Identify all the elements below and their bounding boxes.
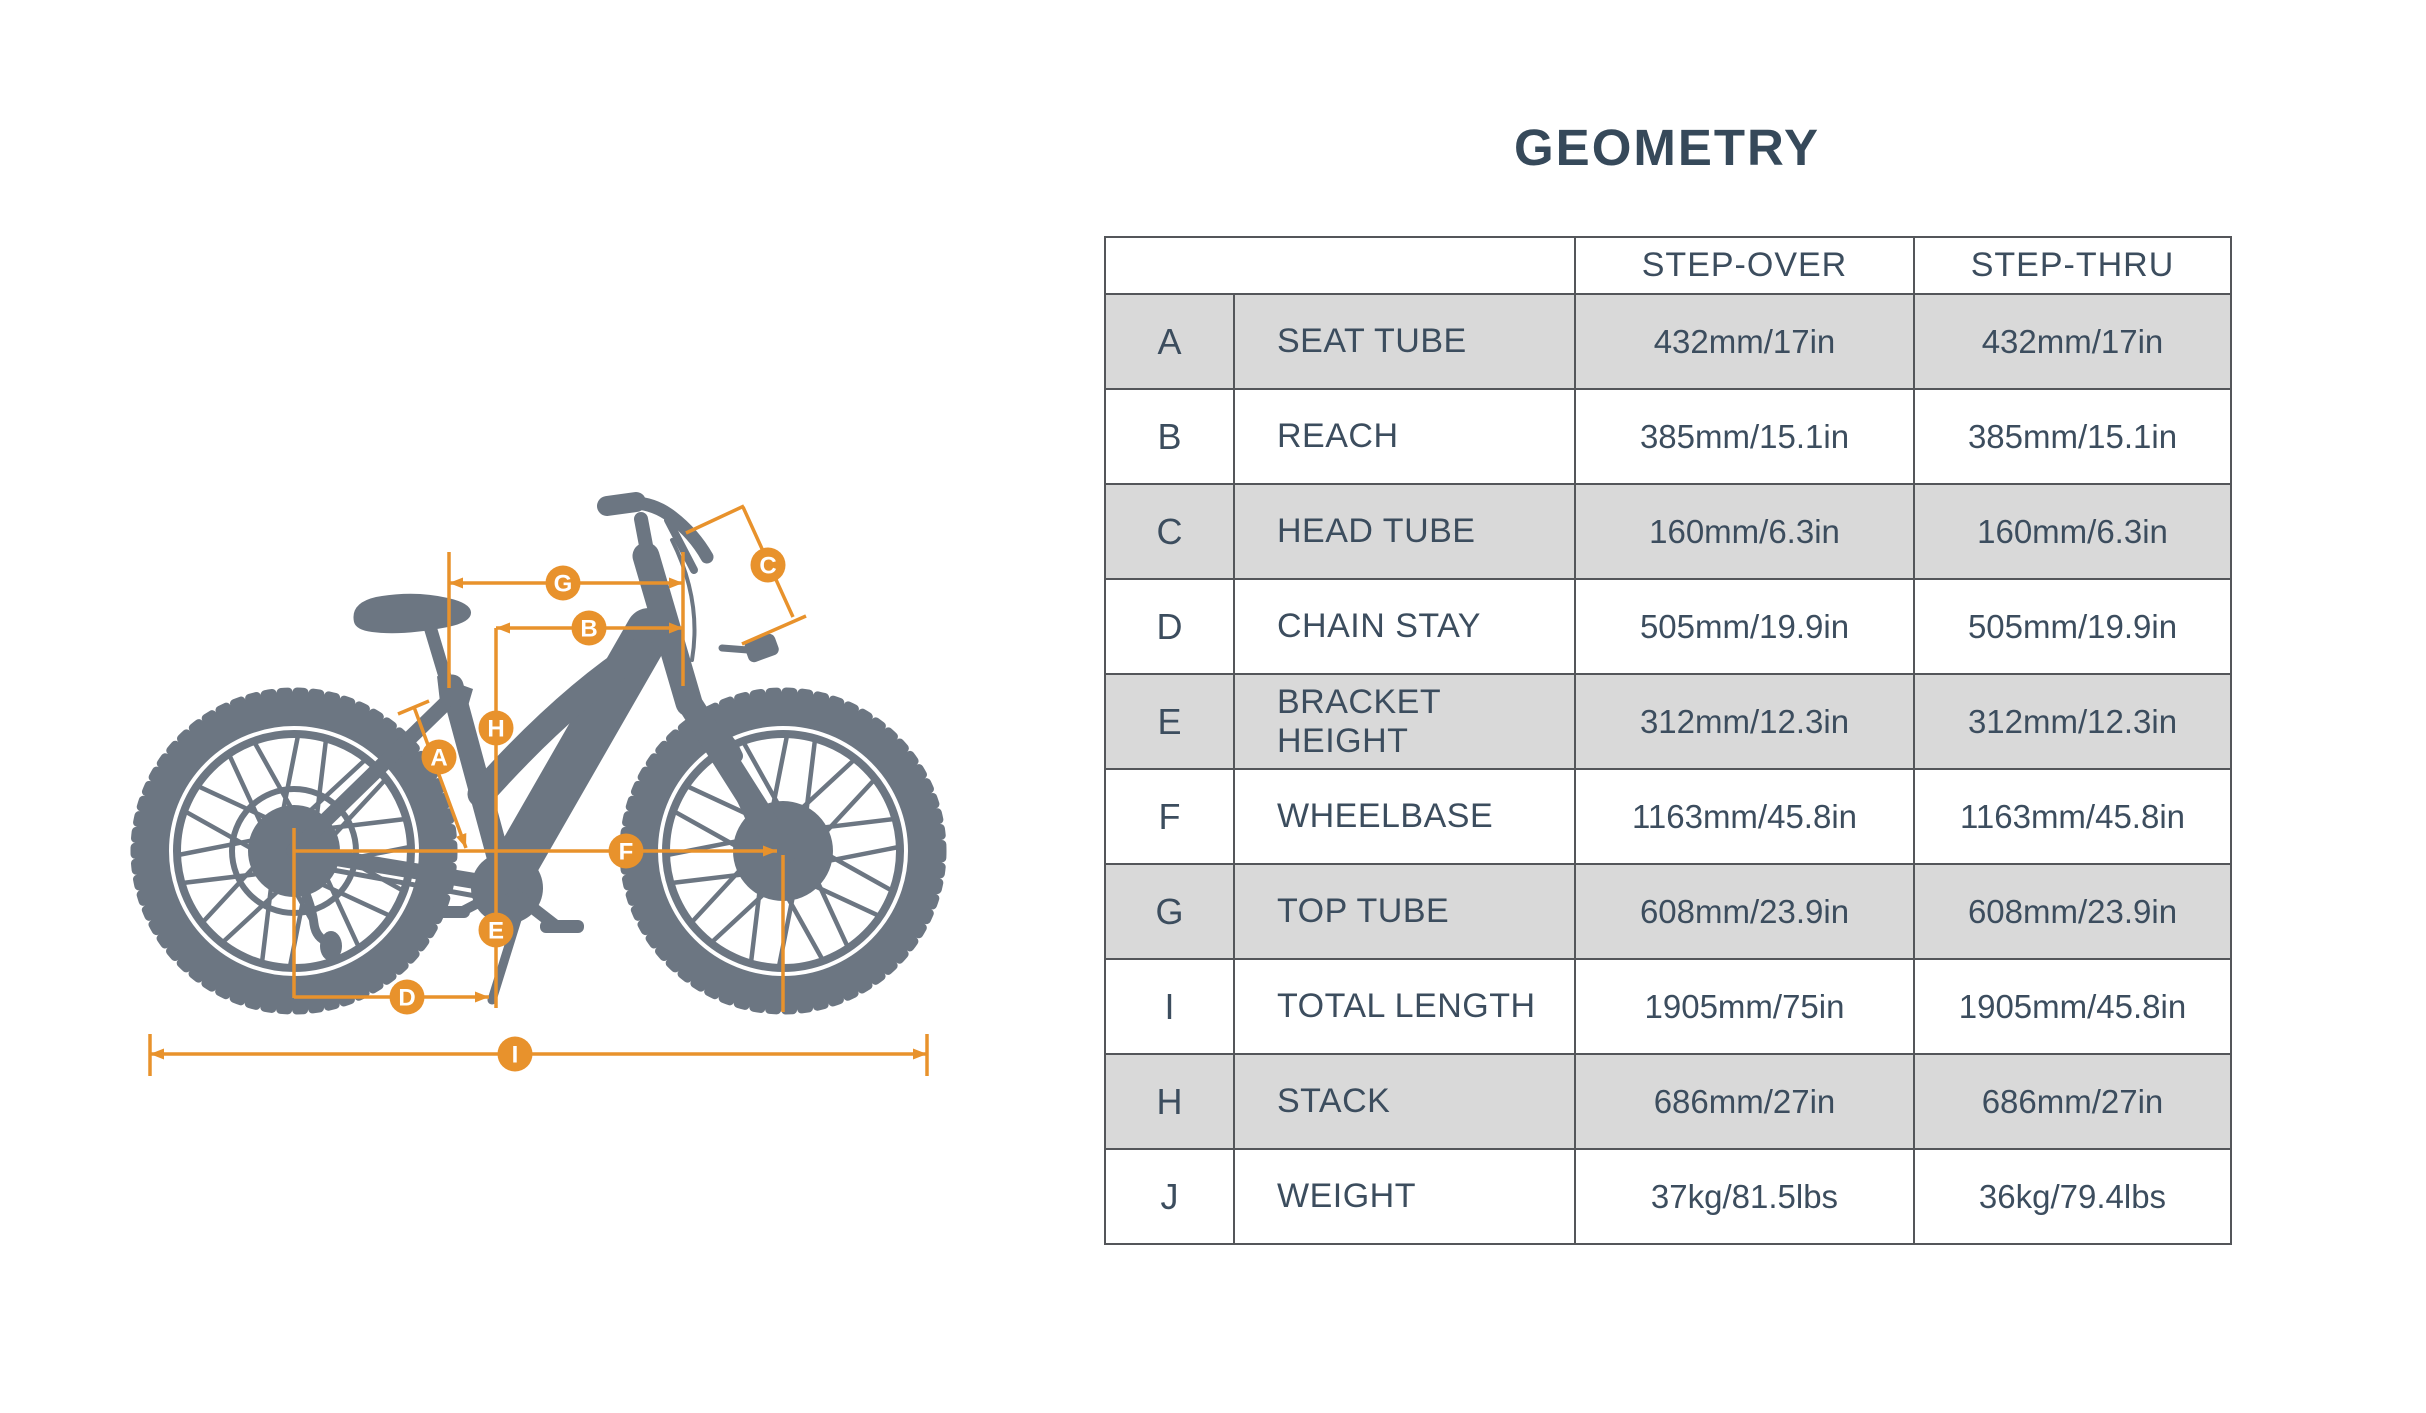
row-label: STACK — [1233, 1053, 1576, 1150]
row-label: TOTAL LENGTH — [1233, 958, 1576, 1055]
row-letter: A — [1104, 293, 1235, 390]
row-letter: E — [1104, 673, 1235, 770]
svg-text:E: E — [488, 918, 504, 945]
marker-G: G — [545, 565, 581, 601]
row-label: CHAIN STAY — [1233, 578, 1576, 675]
row-letter: C — [1104, 483, 1235, 580]
row-step-thru-value: 432mm/17in — [1913, 293, 2232, 390]
table-row-top-tube: G TOP TUBE 608mm/23.9in 608mm/23.9in — [1104, 863, 2232, 960]
header-step-thru: STEP-THRU — [1913, 236, 2232, 295]
table-header-row: STEP-OVER STEP-THRU — [1104, 236, 2232, 295]
table-row-bracket-height: E BRACKET HEIGHT 312mm/12.3in 312mm/12.3… — [1104, 673, 2232, 770]
bike-silhouette — [135, 492, 942, 1010]
marker-I: I — [497, 1036, 533, 1072]
table-row-total-length: I TOTAL LENGTH 1905mm/75in 1905mm/45.8in — [1104, 958, 2232, 1055]
header-measure — [1104, 236, 1576, 295]
row-step-over-value: 312mm/12.3in — [1574, 673, 1915, 770]
row-step-thru-value: 1163mm/45.8in — [1913, 768, 2232, 865]
dim-C-tick-top — [685, 504, 745, 535]
row-step-over-value: 608mm/23.9in — [1574, 863, 1915, 960]
row-label: WEIGHT — [1233, 1148, 1576, 1245]
row-letter: H — [1104, 1053, 1235, 1150]
row-label: HEAD TUBE — [1233, 483, 1576, 580]
table-row-reach: B REACH 385mm/15.1in 385mm/15.1in — [1104, 388, 2232, 485]
row-step-over-value: 505mm/19.9in — [1574, 578, 1915, 675]
marker-B: B — [571, 610, 607, 646]
row-label: SEAT TUBE — [1233, 293, 1576, 390]
svg-text:H: H — [487, 716, 504, 743]
row-step-over-value: 432mm/17in — [1574, 293, 1915, 390]
pedal-rear — [430, 906, 470, 918]
header-step-over: STEP-OVER — [1574, 236, 1915, 295]
row-step-thru-value: 505mm/19.9in — [1913, 578, 2232, 675]
fork-arch — [693, 715, 743, 763]
row-step-over-value: 1905mm/75in — [1574, 958, 1915, 1055]
row-label: REACH — [1233, 388, 1576, 485]
chain — [297, 861, 495, 902]
dimension-markers: G B C A H E D F — [389, 547, 786, 1072]
table-row-stack: H STACK 686mm/27in 686mm/27in — [1104, 1053, 2232, 1150]
row-step-over-value: 37kg/81.5lbs — [1574, 1148, 1915, 1245]
svg-text:A: A — [430, 745, 447, 772]
marker-H: H — [478, 710, 514, 746]
brake-lever — [664, 516, 698, 574]
marker-F: F — [608, 833, 644, 869]
row-step-over-value: 385mm/15.1in — [1574, 388, 1915, 485]
svg-text:D: D — [398, 985, 415, 1012]
table-row-head-tube: C HEAD TUBE 160mm/6.3in 160mm/6.3in — [1104, 483, 2232, 580]
svg-text:B: B — [580, 616, 597, 643]
row-letter: J — [1104, 1148, 1235, 1245]
table-row-weight: J WEIGHT 37kg/81.5lbs 36kg/79.4lbs — [1104, 1148, 2232, 1245]
row-label: BRACKET HEIGHT — [1233, 673, 1576, 770]
row-letter: G — [1104, 863, 1235, 960]
table-row-chain-stay: D CHAIN STAY 505mm/19.9in 505mm/19.9in — [1104, 578, 2232, 675]
row-step-thru-value: 1905mm/45.8in — [1913, 958, 2232, 1055]
pedal-front — [540, 920, 584, 933]
stem — [634, 512, 655, 563]
handlebar-grip — [597, 492, 646, 516]
brake-cable — [670, 538, 697, 662]
row-step-thru-value: 608mm/23.9in — [1913, 863, 2232, 960]
marker-E: E — [478, 912, 514, 948]
row-step-thru-value: 686mm/27in — [1913, 1053, 2232, 1150]
seat-post — [421, 613, 456, 697]
chain-stay-tube — [286, 843, 513, 894]
marker-A: A — [421, 739, 457, 775]
seat-stay-tube — [286, 692, 457, 859]
row-letter: B — [1104, 388, 1235, 485]
table-row-seat-tube: A SEAT TUBE 432mm/17in 432mm/17in — [1104, 293, 2232, 390]
svg-text:G: G — [554, 571, 573, 598]
svg-text:C: C — [759, 553, 776, 580]
headlight-bracket — [718, 644, 752, 654]
crank-arm — [501, 882, 562, 932]
table-row-wheelbase: F WHEELBASE 1163mm/45.8in 1163mm/45.8in — [1104, 768, 2232, 865]
dim-C-tick-bottom — [741, 614, 807, 646]
step-thru-top-tube — [467, 637, 655, 808]
row-letter: I — [1104, 958, 1235, 1055]
row-step-over-value: 160mm/6.3in — [1574, 483, 1915, 580]
saddle — [353, 593, 472, 634]
page-title: GEOMETRY — [1514, 119, 1820, 176]
row-label: TOP TUBE — [1233, 863, 1576, 960]
row-step-thru-value: 36kg/79.4lbs — [1913, 1148, 2232, 1245]
row-letter: F — [1104, 768, 1235, 865]
row-step-over-value: 686mm/27in — [1574, 1053, 1915, 1150]
marker-C: C — [750, 547, 786, 583]
marker-D: D — [389, 979, 425, 1015]
geometry-table: STEP-OVER STEP-THRU A SEAT TUBE 432mm/17… — [1104, 236, 2232, 1245]
row-step-thru-value: 312mm/12.3in — [1913, 673, 2232, 770]
derailleur-cage — [320, 931, 342, 961]
row-step-thru-value: 385mm/15.1in — [1913, 388, 2232, 485]
row-label: WHEELBASE — [1233, 768, 1576, 865]
svg-text:F: F — [619, 839, 634, 866]
svg-text:I: I — [512, 1042, 519, 1069]
dim-line-A-seat-tube — [412, 706, 468, 849]
row-step-over-value: 1163mm/45.8in — [1574, 768, 1915, 865]
row-step-thru-value: 160mm/6.3in — [1913, 483, 2232, 580]
row-letter: D — [1104, 578, 1235, 675]
